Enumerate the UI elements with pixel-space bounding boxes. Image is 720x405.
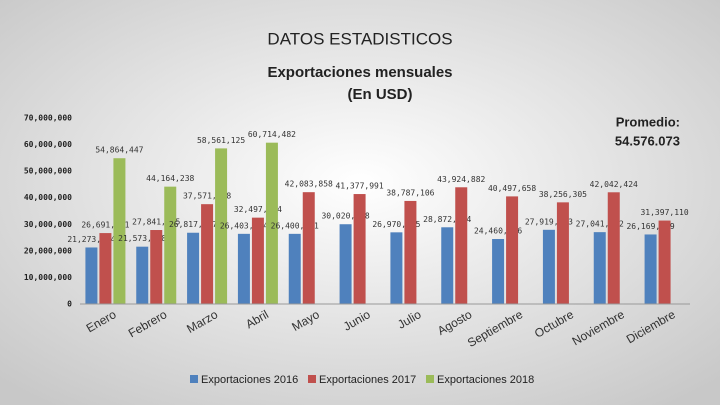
bar — [201, 204, 214, 304]
bar — [353, 194, 366, 304]
bar — [187, 232, 200, 304]
bar — [302, 192, 315, 304]
bar — [237, 233, 250, 304]
legend-swatch — [308, 375, 316, 383]
y-tick-label: 40,000,000 — [24, 193, 72, 202]
bar — [265, 142, 278, 304]
bar — [644, 234, 657, 304]
value-label: 37,571,568 — [183, 192, 231, 201]
annotation: Promedio: — [616, 114, 680, 129]
value-label: 26,817,287 — [169, 220, 217, 229]
value-label: 27,041,132 — [576, 220, 624, 229]
chart-title: DATOS ESTADISTICOS — [267, 29, 452, 48]
bar — [85, 247, 98, 304]
y-tick-label: 50,000,000 — [24, 167, 72, 176]
bar — [136, 246, 149, 304]
value-label: 38,256,305 — [539, 190, 587, 199]
bar — [607, 192, 620, 304]
y-tick-label: 60,000,000 — [24, 140, 72, 149]
bar — [658, 220, 671, 304]
bar — [455, 187, 468, 304]
legend-label: Exportaciones 2016 — [201, 374, 298, 386]
bar — [441, 227, 454, 304]
y-tick-label: 70,000,000 — [24, 114, 72, 123]
chart-subtitle: Exportaciones mensuales — [267, 64, 452, 81]
value-label: 21,273,614 — [67, 235, 115, 244]
value-label: 27,841,515 — [132, 218, 180, 227]
y-tick-label: 30,000,000 — [24, 220, 72, 229]
bar — [542, 229, 555, 304]
bar — [492, 239, 505, 304]
value-label: 60,714,482 — [248, 130, 296, 139]
chart-subtitle: (En USD) — [348, 86, 413, 103]
bar — [251, 217, 264, 304]
value-label: 30,020,548 — [321, 212, 369, 221]
bar — [164, 186, 177, 304]
bar — [390, 232, 403, 304]
bar — [99, 233, 112, 304]
value-label: 26,970,755 — [372, 220, 420, 229]
value-label: 26,691,151 — [81, 221, 129, 230]
value-label: 41,377,991 — [335, 182, 383, 191]
annotation: 54.576.073 — [615, 133, 680, 148]
value-label: 54,864,447 — [95, 146, 143, 155]
bar — [556, 202, 569, 304]
value-label: 58,561,125 — [197, 136, 245, 145]
value-label: 26,169,969 — [626, 222, 674, 231]
value-label: 40,497,658 — [488, 184, 536, 193]
legend-label: Exportaciones 2017 — [319, 374, 416, 386]
y-tick-label: 20,000,000 — [24, 246, 72, 255]
bar — [288, 233, 301, 304]
value-label: 38,787,106 — [386, 188, 434, 197]
value-label: 26,400,641 — [271, 221, 319, 230]
value-label: 42,042,424 — [590, 180, 638, 189]
bar — [215, 148, 228, 304]
legend-label: Exportaciones 2018 — [437, 374, 534, 386]
legend-swatch — [190, 375, 198, 383]
bar — [150, 230, 163, 304]
value-label: 26,403,044 — [220, 221, 268, 230]
value-label: 43,924,882 — [437, 175, 485, 184]
value-label: 44,164,238 — [146, 174, 194, 183]
value-label: 27,919,813 — [525, 217, 573, 226]
value-label: 24,460,916 — [474, 227, 522, 236]
value-label: 42,083,858 — [285, 180, 333, 189]
legend-swatch — [426, 375, 434, 383]
bar — [339, 224, 352, 304]
value-label: 28,872,044 — [423, 215, 471, 224]
bar — [113, 158, 126, 304]
bar — [506, 196, 519, 304]
y-tick-label: 0 — [67, 300, 72, 309]
bar — [404, 200, 417, 304]
bar — [593, 232, 606, 304]
y-tick-label: 10,000,000 — [24, 273, 72, 282]
value-label: 32,497,984 — [234, 205, 282, 214]
value-label: 31,397,110 — [640, 208, 688, 217]
value-label: 21,573,038 — [118, 234, 166, 243]
